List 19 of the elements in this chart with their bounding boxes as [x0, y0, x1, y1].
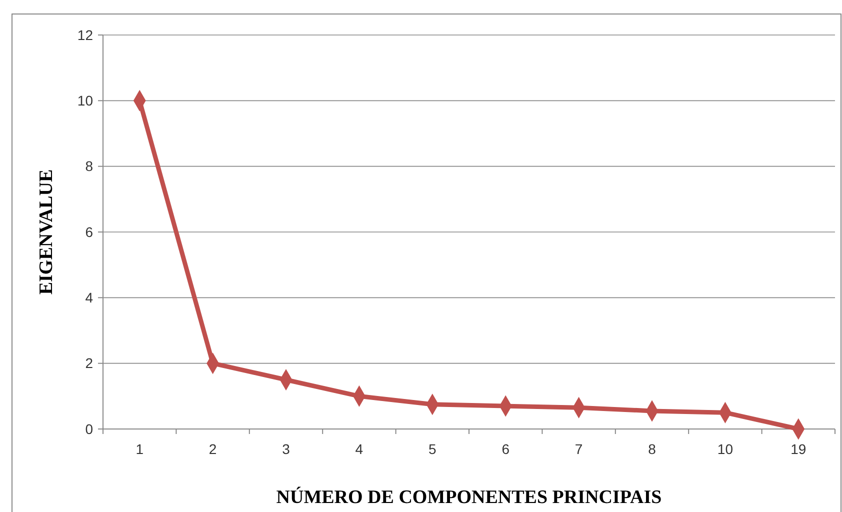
- y-tick-label: 0: [85, 420, 94, 437]
- x-axis-title: NÚMERO DE COMPONENTES PRINCIPAIS: [276, 486, 662, 508]
- x-tick-label: 5: [428, 441, 436, 457]
- x-tick-label: 3: [282, 441, 290, 457]
- x-tick-label: 19: [790, 441, 806, 457]
- y-tick-label: 4: [85, 290, 94, 306]
- y-tick-label: 2: [85, 355, 94, 372]
- y-tick-label: 8: [85, 158, 94, 174]
- x-tick-label: 10: [717, 441, 734, 457]
- x-tick-label: 1: [136, 441, 144, 457]
- y-axis-title: EIGENVALUE: [36, 169, 57, 295]
- x-tick-label: 7: [574, 441, 583, 457]
- x-tick-label: 6: [502, 441, 510, 457]
- x-tick-label: 8: [648, 441, 656, 457]
- y-tick-label: 6: [85, 224, 94, 240]
- x-tick-label: 2: [208, 441, 217, 457]
- x-tick-label: 4: [355, 441, 364, 457]
- y-tick-label: 12: [77, 26, 94, 43]
- y-tick-label: 10: [77, 92, 94, 109]
